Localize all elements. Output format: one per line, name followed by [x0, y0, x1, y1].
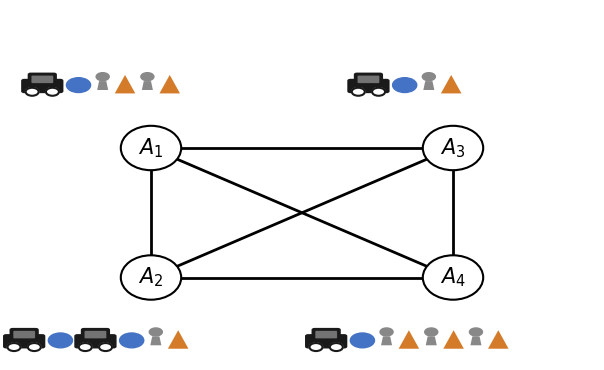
Polygon shape: [443, 330, 464, 349]
Text: $A_2$: $A_2$: [138, 266, 164, 289]
Circle shape: [469, 328, 483, 336]
Polygon shape: [159, 75, 180, 93]
Circle shape: [393, 78, 417, 92]
Circle shape: [66, 78, 91, 92]
Text: $A_3$: $A_3$: [440, 136, 466, 160]
Polygon shape: [488, 330, 509, 349]
FancyBboxPatch shape: [315, 331, 337, 339]
Circle shape: [372, 88, 385, 96]
Ellipse shape: [121, 255, 181, 300]
Polygon shape: [399, 330, 419, 349]
Text: $A_1$: $A_1$: [138, 136, 164, 160]
FancyBboxPatch shape: [31, 75, 53, 83]
Circle shape: [96, 73, 109, 81]
Polygon shape: [423, 81, 434, 90]
Polygon shape: [115, 75, 135, 93]
Ellipse shape: [423, 126, 483, 170]
Polygon shape: [97, 81, 108, 90]
Polygon shape: [381, 336, 392, 345]
Circle shape: [46, 88, 59, 96]
Circle shape: [350, 333, 374, 348]
FancyBboxPatch shape: [85, 331, 106, 339]
Circle shape: [28, 343, 41, 351]
Circle shape: [79, 343, 92, 351]
Circle shape: [425, 328, 438, 336]
FancyBboxPatch shape: [347, 79, 390, 93]
Circle shape: [380, 328, 393, 336]
Circle shape: [330, 343, 343, 351]
FancyBboxPatch shape: [28, 73, 57, 85]
Circle shape: [141, 73, 154, 81]
Polygon shape: [168, 330, 188, 349]
FancyBboxPatch shape: [21, 79, 63, 93]
FancyBboxPatch shape: [81, 328, 110, 340]
Circle shape: [422, 73, 435, 81]
Ellipse shape: [121, 126, 181, 170]
FancyBboxPatch shape: [10, 328, 39, 340]
Polygon shape: [142, 81, 153, 90]
Circle shape: [7, 343, 21, 351]
FancyBboxPatch shape: [358, 75, 379, 83]
Circle shape: [120, 333, 144, 348]
Polygon shape: [426, 336, 437, 345]
Circle shape: [48, 333, 72, 348]
FancyBboxPatch shape: [312, 328, 341, 340]
Ellipse shape: [423, 255, 483, 300]
FancyBboxPatch shape: [74, 334, 117, 349]
FancyBboxPatch shape: [3, 334, 45, 349]
Circle shape: [309, 343, 323, 351]
Polygon shape: [471, 336, 481, 345]
Text: $A_4$: $A_4$: [440, 266, 466, 289]
Circle shape: [352, 88, 365, 96]
Circle shape: [99, 343, 112, 351]
Polygon shape: [441, 75, 461, 93]
FancyBboxPatch shape: [354, 73, 383, 85]
FancyBboxPatch shape: [305, 334, 347, 349]
Circle shape: [149, 328, 162, 336]
FancyBboxPatch shape: [13, 331, 35, 339]
Polygon shape: [150, 336, 161, 345]
Circle shape: [25, 88, 39, 96]
